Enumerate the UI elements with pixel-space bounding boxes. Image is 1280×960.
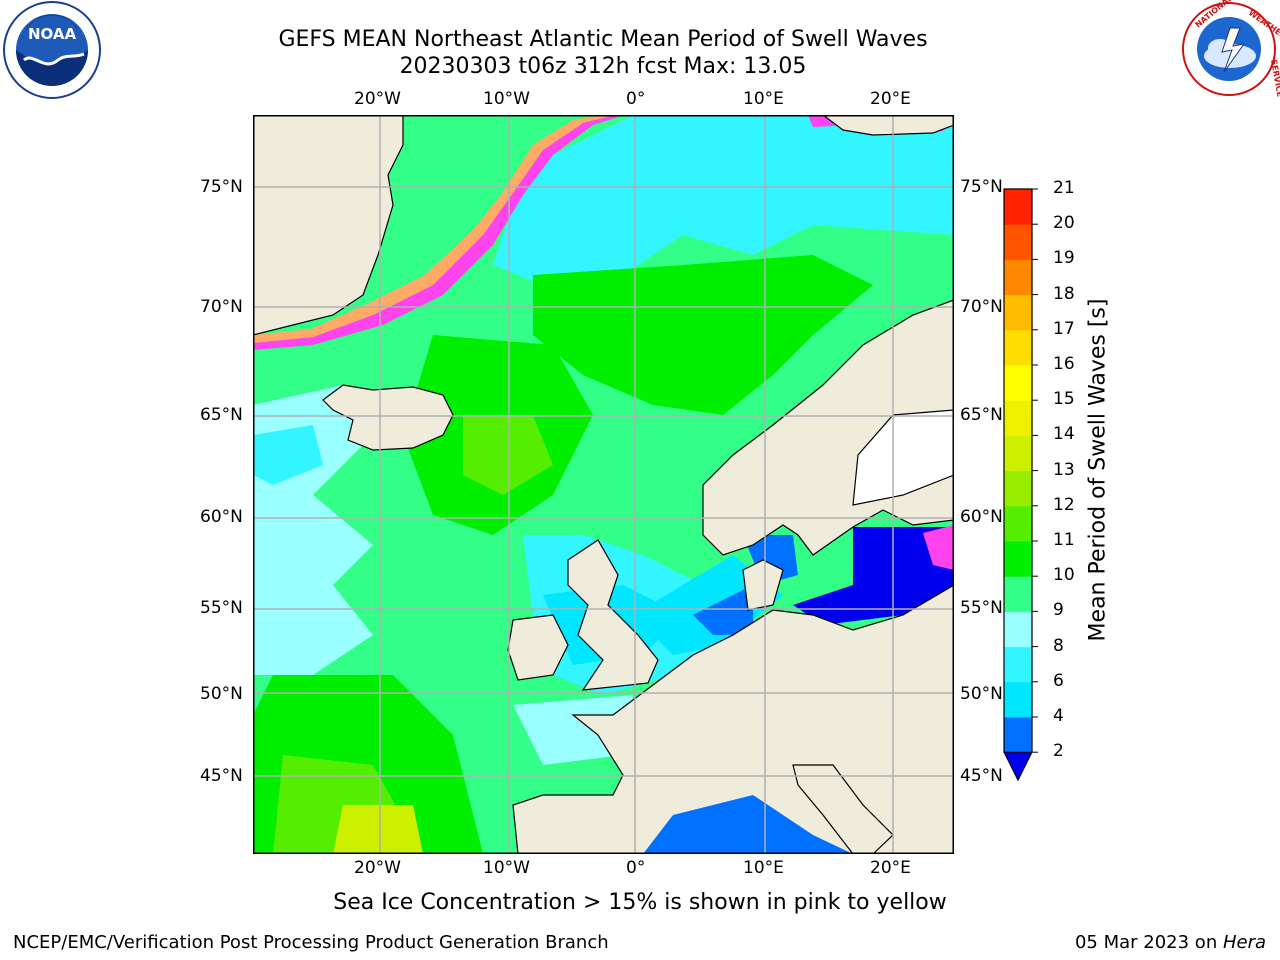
colorbar-tick-label: 18 — [1053, 283, 1075, 304]
lon-label-top: 20°W — [354, 89, 401, 109]
colorbar-tick-label: 6 — [1053, 670, 1064, 691]
colorbar-under-arrow — [1003, 751, 1033, 782]
colorbar-tick-label: 8 — [1053, 635, 1064, 656]
colorbar-segment — [1004, 470, 1032, 507]
lat-label-right: 60°N — [960, 507, 1003, 527]
lat-label-left: 60°N — [200, 507, 243, 527]
colorbar-segment — [1004, 294, 1032, 331]
lon-label-top: 10°E — [743, 89, 784, 109]
greenland — [253, 115, 404, 336]
lon-label-bottom: 10°E — [743, 858, 784, 878]
lat-label-right: 70°N — [960, 297, 1003, 317]
colorbar-tick-label: 12 — [1053, 494, 1075, 515]
lon-label-bottom: 20°W — [354, 858, 401, 878]
lat-label-left: 50°N — [200, 684, 243, 704]
iceland — [322, 384, 454, 451]
nws-logo-icon: NATIONAL WEATHER SERVICE — [1182, 0, 1280, 98]
colorbar-segment — [1004, 611, 1032, 648]
lat-label-left: 55°N — [200, 598, 243, 618]
lat-label-left: 75°N — [200, 177, 243, 197]
colorbar-tick-label: 19 — [1053, 248, 1075, 269]
colorbar-tick-label: 13 — [1053, 459, 1075, 480]
colorbar-segment — [1004, 717, 1032, 753]
colorbar-segment — [1004, 541, 1032, 577]
colorbar-tick-label: 15 — [1053, 389, 1075, 410]
colorbar-segment — [1004, 259, 1032, 296]
colorbar-segment — [1004, 224, 1032, 260]
svg-text:NOAA: NOAA — [28, 25, 77, 43]
gulf-of-bothnia — [852, 409, 954, 506]
colorbar-segment — [1004, 576, 1032, 612]
lat-label-left: 65°N — [200, 405, 243, 425]
ireland — [507, 614, 569, 681]
colorbar-segment — [1004, 681, 1032, 718]
lat-label-right: 65°N — [960, 405, 1003, 425]
colorbar-tick-label: 2 — [1053, 741, 1064, 762]
lon-label-bottom: 20°E — [870, 858, 911, 878]
colorbar-tick-label: 4 — [1053, 706, 1064, 726]
lat-label-right: 55°N — [960, 598, 1003, 618]
colorbar-tick-label: 14 — [1053, 424, 1075, 445]
colorbar-segment — [1004, 365, 1032, 401]
colorbar-segment — [1004, 189, 1032, 225]
lon-label-top: 10°W — [483, 89, 530, 109]
lat-label-right: 75°N — [960, 177, 1003, 197]
map-frame — [253, 115, 954, 854]
colorbar-segment — [1004, 505, 1032, 542]
lat-label-right: 45°N — [960, 766, 1003, 786]
colorbar-title: Mean Period of Swell Waves [s] — [1085, 298, 1111, 642]
footer-date-text: 05 Mar 2023 on — [1074, 932, 1223, 953]
lat-label-right: 50°N — [960, 684, 1003, 704]
colorbar-tick-label: 16 — [1053, 354, 1075, 374]
colorbar-segment — [1004, 329, 1032, 366]
lat-label-left: 45°N — [200, 766, 243, 786]
lat-label-left: 70°N — [200, 297, 243, 317]
colorbar-tick-label: 10 — [1053, 565, 1075, 586]
footer-date: 05 Mar 2023 on Hera — [1075, 932, 1266, 953]
colorbar-tick-label: 11 — [1053, 530, 1075, 550]
colorbar-tick-label: 9 — [1053, 600, 1064, 621]
mediterranean-sea — [643, 795, 853, 854]
colorbar-tick-label: 17 — [1053, 318, 1075, 339]
lon-label-top: 0° — [626, 89, 646, 109]
noaa-logo-icon: NOAA — [3, 1, 101, 99]
lon-label-top: 20°E — [870, 89, 911, 109]
colorbar — [1003, 188, 1038, 782]
footer-host: Hera — [1222, 932, 1266, 953]
colorbar-tick-label: 21 — [1053, 178, 1075, 198]
graticule — [253, 115, 954, 854]
colorbar-segment — [1004, 435, 1032, 472]
svalbard — [822, 115, 954, 136]
colorbar-segment — [1004, 400, 1032, 436]
sea-ice-note: Sea Ice Concentration > 15% is shown in … — [333, 890, 947, 915]
italy — [792, 764, 894, 854]
lon-label-bottom: 0° — [626, 858, 646, 878]
chart-title: GEFS MEAN Northeast Atlantic Mean Period… — [278, 27, 928, 52]
svg-text:SERVICE: SERVICE — [1269, 59, 1280, 98]
chart-subtitle: 20230303 t06z 312h fcst Max: 13.05 — [399, 54, 807, 79]
footer-credit: NCEP/EMC/Verification Post Processing Pr… — [13, 932, 609, 953]
colorbar-tick-label: 20 — [1053, 213, 1075, 234]
map-panel — [253, 115, 954, 854]
lon-label-bottom: 10°W — [483, 858, 530, 878]
denmark — [742, 559, 784, 611]
colorbar-segment — [1004, 646, 1032, 683]
